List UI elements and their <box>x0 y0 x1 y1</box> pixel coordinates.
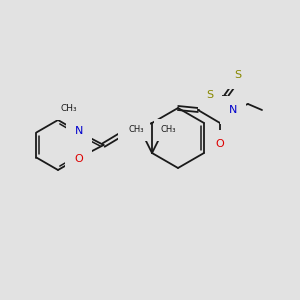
Text: S: S <box>206 90 214 100</box>
Text: S: S <box>234 70 242 80</box>
Text: CH₃: CH₃ <box>160 125 176 134</box>
Text: O: O <box>74 154 83 164</box>
Text: O: O <box>216 139 224 149</box>
Text: CH₃: CH₃ <box>128 125 144 134</box>
Text: H: H <box>127 133 134 143</box>
Text: CH₃: CH₃ <box>60 104 77 113</box>
Text: N: N <box>229 105 237 115</box>
Text: N: N <box>74 127 83 136</box>
